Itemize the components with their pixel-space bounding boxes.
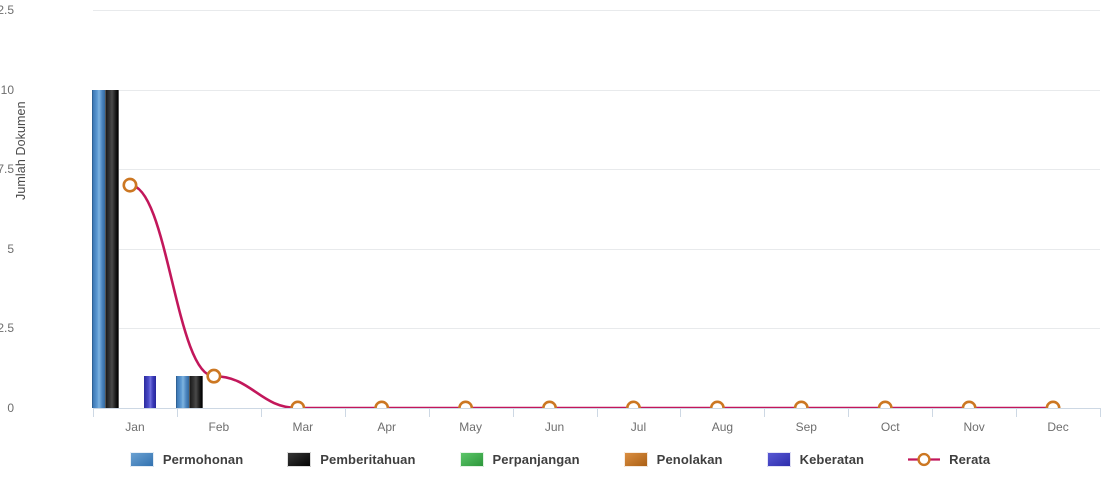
x-axis-tick: [1016, 408, 1018, 417]
gridline: [93, 248, 1100, 250]
legend-label-perpanjangan: Perpanjangan: [492, 452, 580, 467]
gridline: [93, 328, 1100, 330]
legend-swatch-perpanjangan: [459, 452, 484, 467]
legend-swatch-pemberitahuan: [287, 452, 312, 467]
x-axis-tick-label-feb: Feb: [208, 420, 230, 434]
x-axis-tick: [176, 408, 178, 417]
legend-item-perpanjangan[interactable]: Perpanjangan: [459, 452, 580, 467]
legend-line-marker-icon: [908, 452, 941, 467]
legend-swatch-penolakan: [623, 452, 648, 467]
bar-pemberitahuan-jan: [104, 89, 120, 408]
x-axis-tick: [848, 408, 850, 417]
x-axis-tick-label-dec: Dec: [1047, 420, 1069, 434]
x-axis-tick-label-mar: Mar: [292, 420, 314, 434]
legend-swatch-keberatan: [766, 452, 791, 467]
rerata-line: [128, 183, 1055, 408]
legend-item-permohonan[interactable]: Permohonan: [129, 452, 244, 467]
rerata-line-layer: [122, 177, 1061, 408]
y-axis-title: Jumlah Dokumen: [14, 101, 28, 200]
bars-layer: [91, 10, 1100, 408]
x-axis-tick: [932, 408, 934, 417]
rerata-marker-feb: [206, 368, 222, 384]
gridline: [93, 89, 1100, 91]
gridline: [93, 169, 1100, 171]
y-axis-tick-label: 12.5: [0, 3, 14, 17]
x-axis-tick: [764, 408, 766, 417]
y-axis-tick-label: 5: [7, 241, 14, 256]
legend-label-pemberitahuan: Pemberitahuan: [320, 452, 416, 467]
x-axis-tick: [260, 408, 262, 417]
x-axis-tick-label-sep: Sep: [795, 420, 817, 434]
x-axis-tick: [680, 408, 682, 417]
x-axis-tick-label-apr: Apr: [377, 420, 397, 434]
x-axis-tick: [344, 408, 346, 417]
legend-item-keberatan[interactable]: Keberatan: [766, 452, 865, 467]
x-axis-tick-label-oct: Oct: [880, 420, 900, 434]
rerata-marker-jan: [122, 177, 138, 193]
plot-area: [91, 10, 1100, 409]
legend-item-pemberitahuan[interactable]: Pemberitahuan: [287, 452, 415, 467]
x-axis-tick: [93, 408, 94, 417]
legend-item-rerata[interactable]: Rerata: [908, 452, 990, 467]
y-axis-tick-label: 0: [7, 401, 14, 415]
y-axis-tick-label: 2.5: [0, 321, 14, 336]
x-axis-tick-label-may: May: [459, 420, 482, 434]
legend-label-keberatan: Keberatan: [799, 452, 865, 467]
x-axis-tick: [512, 408, 514, 417]
bar-pemberitahuan-feb: [188, 376, 204, 408]
x-axis-tick: [1100, 408, 1101, 417]
y-axis-tick-label: 7.5: [0, 162, 14, 177]
x-axis-tick-label-jul: Jul: [630, 420, 647, 434]
legend-label-penolakan: Penolakan: [656, 452, 723, 467]
x-axis-tick-label-aug: Aug: [711, 420, 734, 434]
legend-label-permohonan: Permohonan: [162, 452, 244, 467]
x-axis-tick: [596, 408, 598, 417]
gridline: [93, 10, 1100, 11]
x-axis-tick-label-jan: Jan: [125, 420, 145, 434]
legend-item-penolakan[interactable]: Penolakan: [623, 452, 723, 467]
legend-swatch-permohonan: [129, 452, 154, 467]
x-axis-tick-label-nov: Nov: [963, 420, 985, 434]
bar-keberatan-jan: [143, 376, 157, 408]
y-axis-tick-label: 10: [0, 82, 14, 97]
chart-legend: Permohonan Pemberitahuan Perpanjangan Penol…: [0, 452, 1120, 467]
x-axis-tick: [428, 408, 430, 417]
x-axis-tick-label-jun: Jun: [544, 420, 565, 434]
legend-label-rerata: Rerata: [949, 452, 991, 467]
